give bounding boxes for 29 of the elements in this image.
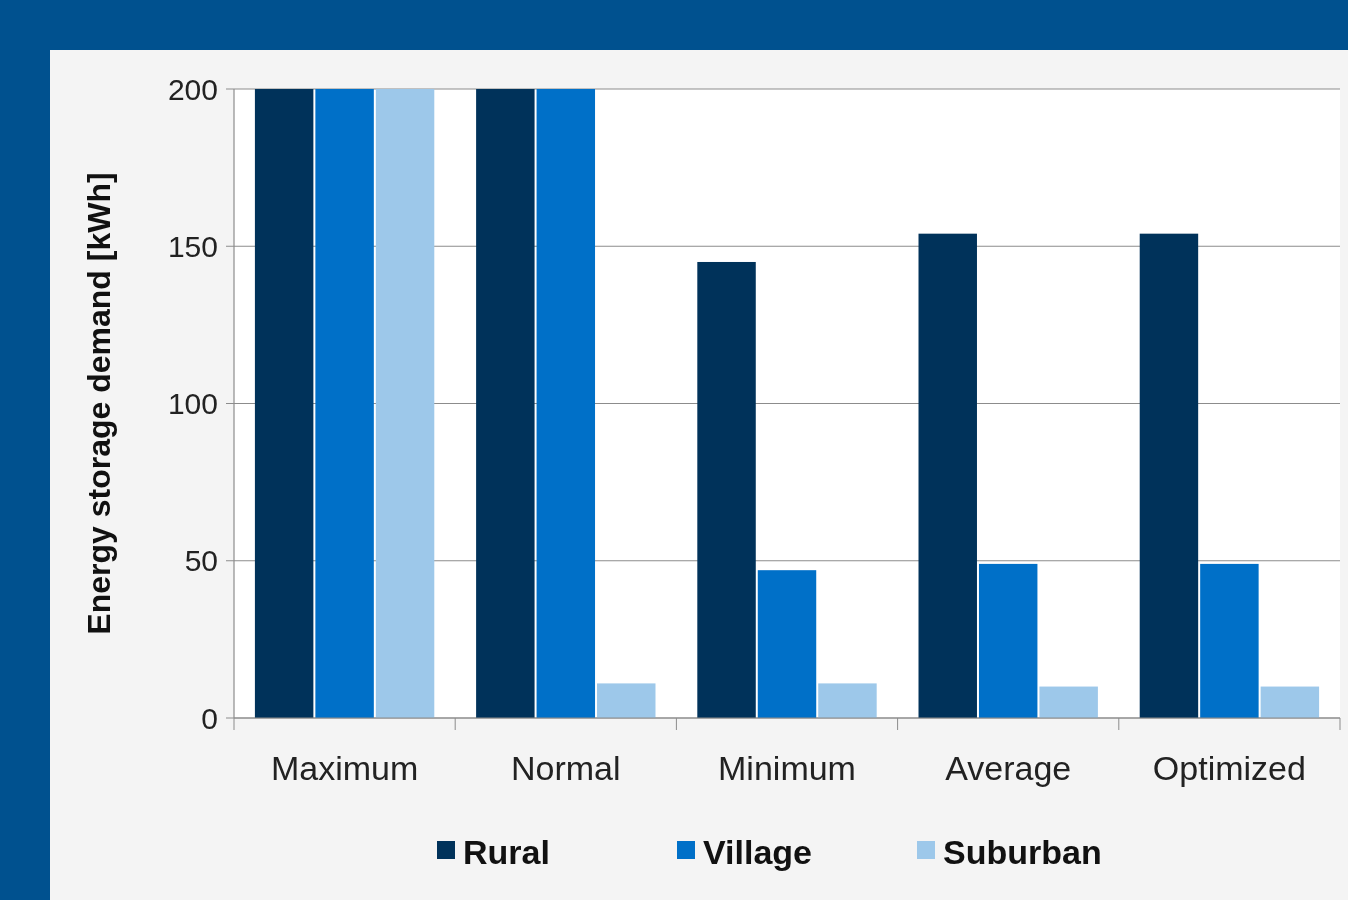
y-tick-label: 200 xyxy=(167,72,218,106)
bar xyxy=(1200,563,1259,718)
bar xyxy=(1139,233,1199,718)
x-tick-label: Maximum xyxy=(270,749,419,787)
y-axis-title: Energy storage demand [kWh] xyxy=(81,172,117,635)
bar xyxy=(536,89,596,718)
legend-label: Suburban xyxy=(943,832,1102,871)
x-tick-label: Normal xyxy=(511,749,621,787)
bar xyxy=(597,683,656,718)
bar xyxy=(375,89,435,718)
bar xyxy=(476,89,535,718)
bar xyxy=(315,89,374,718)
y-tick-label: 100 xyxy=(167,387,218,420)
y-tick-label: 50 xyxy=(184,544,218,578)
bar xyxy=(918,233,977,718)
bar xyxy=(1260,686,1320,718)
bar xyxy=(1039,686,1098,718)
bar xyxy=(254,89,314,718)
legend-label: Village xyxy=(703,832,812,871)
x-tick-label: Average xyxy=(945,749,1072,787)
legend-label: Rural xyxy=(463,832,550,871)
x-tick-label: Optimized xyxy=(1152,749,1306,787)
bar xyxy=(978,563,1038,718)
bar xyxy=(697,261,756,718)
y-tick-label: 0 xyxy=(201,701,218,735)
x-tick-label: Minimum xyxy=(718,749,856,787)
y-tick-label: 150 xyxy=(167,229,218,263)
bar xyxy=(818,683,877,718)
bar xyxy=(757,570,817,718)
